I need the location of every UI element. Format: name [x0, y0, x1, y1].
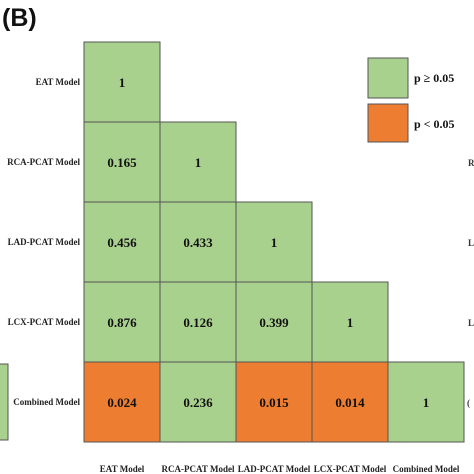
heatmap-cell [235, 361, 313, 443]
heatmap-cells: 1 0.165 1 0.456 0.433 1 0.876 0.126 0.399 1 0.024 0… [83, 41, 465, 443]
cell-value-label: 0.126 [183, 315, 213, 330]
legend-label-nonsignificant: p ≥ 0.05 [414, 71, 454, 85]
heatmap-cell [387, 361, 465, 443]
row-label: Combined Model [13, 397, 80, 407]
cell-value-label: 1 [347, 315, 354, 330]
heatmap-cell [311, 281, 389, 363]
column-label: Combined Model [393, 464, 460, 474]
cell-value-label: 1 [119, 75, 126, 90]
right-edge-fragment-1: R [468, 158, 474, 168]
cell-value-label: 1 [271, 235, 278, 250]
cell-value-label: 0.433 [183, 235, 213, 250]
heatmap-cell [235, 201, 313, 283]
cell-value-label: 0.024 [107, 395, 137, 410]
column-label: LAD-PCAT Model [238, 464, 311, 474]
row-label: EAT Model [36, 77, 81, 87]
cell-value-label: 0.015 [259, 395, 289, 410]
cell-value-label: 0.014 [335, 395, 365, 410]
legend-swatch-nonsignificant [367, 57, 409, 99]
legend: p ≥ 0.05 p < 0.05 [367, 57, 455, 143]
left-edge-fragment [0, 363, 9, 441]
right-edge-fragment-3: L [468, 318, 474, 328]
cell-value-label: 0.165 [107, 155, 137, 170]
cell-value-label: 0.236 [183, 395, 213, 410]
heatmap-cell [83, 41, 161, 123]
cell-value-label: 0.399 [259, 315, 289, 330]
row-label: RCA-PCAT Model [7, 157, 80, 167]
legend-swatch-significant [367, 103, 409, 143]
column-label: LCX-PCAT Model [314, 464, 387, 474]
column-label: RCA-PCAT Model [162, 464, 235, 474]
heatmap-cell [159, 121, 237, 203]
right-edge-glyph: ( [467, 398, 470, 408]
heatmap-cell [83, 201, 161, 283]
cell-value-label: 0.456 [107, 235, 137, 250]
heatmap-cell [159, 361, 237, 443]
row-labels: EAT Model RCA-PCAT Model LAD-PCAT Model LCX… [7, 77, 80, 407]
row-label: LAD-PCAT Model [8, 237, 81, 247]
panel-label: (B) [2, 4, 37, 32]
legend-label-significant: p < 0.05 [414, 117, 455, 131]
cell-value-label: 0.876 [107, 315, 137, 330]
heatmap-cell [83, 121, 161, 203]
row-label: LCX-PCAT Model [8, 317, 81, 327]
heatmap-cell [159, 201, 237, 283]
heatmap-cell [159, 281, 237, 363]
column-labels: EAT Model RCA-PCAT Model LAD-PCAT Model LCX… [100, 464, 460, 474]
cell-value-label: 1 [423, 395, 430, 410]
column-label: EAT Model [100, 464, 145, 474]
right-edge-fragment-2: L [468, 238, 474, 248]
heatmap-cell [311, 361, 389, 443]
cell-value-label: 1 [195, 155, 202, 170]
